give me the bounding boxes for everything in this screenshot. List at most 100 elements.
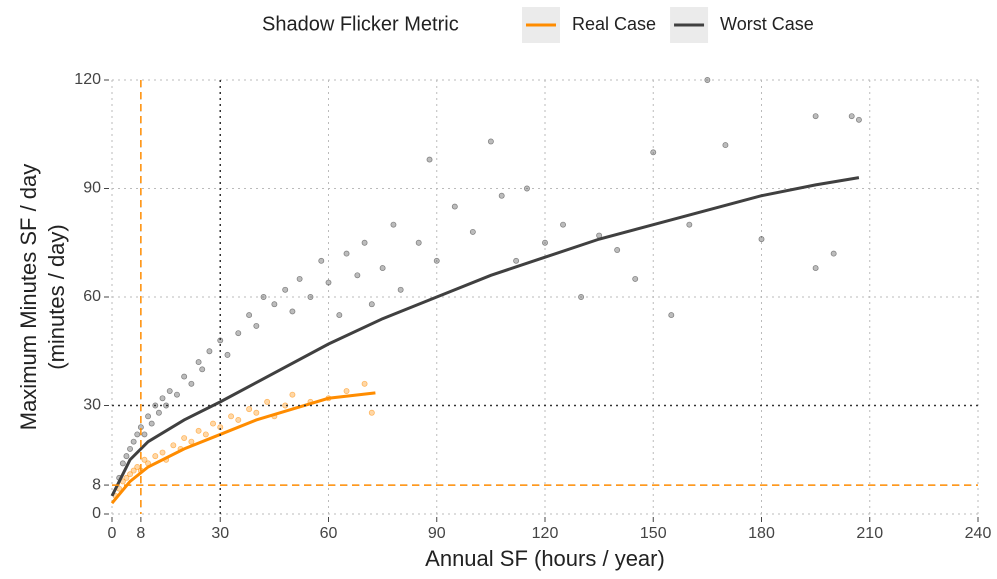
point xyxy=(361,239,368,246)
point xyxy=(397,286,404,293)
point xyxy=(173,391,180,398)
point xyxy=(451,203,458,210)
point xyxy=(578,294,585,300)
y-tick-label: 8 xyxy=(92,476,101,493)
x-tick-label: 210 xyxy=(856,525,883,542)
point xyxy=(361,380,368,387)
point xyxy=(542,239,548,246)
point xyxy=(260,294,267,300)
y-tick-label: 120 xyxy=(74,71,101,88)
point xyxy=(123,474,130,481)
point xyxy=(159,395,166,402)
point xyxy=(228,413,235,420)
point xyxy=(246,312,253,319)
y-axis-label: Maximum Minutes SF / day xyxy=(16,164,41,431)
point xyxy=(181,373,188,380)
point xyxy=(181,435,188,441)
point xyxy=(119,460,126,467)
point xyxy=(141,431,148,438)
point xyxy=(415,239,422,246)
legend-label: Worst Case xyxy=(720,14,814,34)
point xyxy=(368,409,375,416)
point xyxy=(141,456,148,463)
point xyxy=(704,77,711,83)
point xyxy=(426,156,433,163)
point xyxy=(296,275,303,282)
point xyxy=(127,471,133,478)
point xyxy=(307,294,314,300)
trend-line xyxy=(110,176,860,497)
point xyxy=(722,142,729,149)
x-tick-label: 60 xyxy=(320,525,338,542)
point xyxy=(289,391,296,398)
point xyxy=(498,192,505,199)
point xyxy=(433,257,440,264)
y-tick-label: 90 xyxy=(83,180,101,197)
point xyxy=(188,380,195,387)
point xyxy=(848,113,855,120)
legend-title: Shadow Flicker Metric xyxy=(262,13,459,35)
point xyxy=(246,406,253,413)
point xyxy=(379,265,386,272)
point xyxy=(560,221,566,228)
point xyxy=(235,330,242,337)
x-tick-label: 150 xyxy=(640,525,667,542)
x-tick-label: 180 xyxy=(748,525,775,542)
point xyxy=(686,221,693,228)
point xyxy=(202,431,209,438)
point xyxy=(271,301,278,308)
point xyxy=(130,467,137,474)
point xyxy=(195,359,202,366)
x-tick-label: 240 xyxy=(965,525,992,542)
point xyxy=(235,417,242,423)
point xyxy=(253,409,260,416)
point xyxy=(614,247,621,253)
point xyxy=(758,236,765,243)
point xyxy=(325,279,332,286)
point xyxy=(253,322,260,329)
x-tick-label: 90 xyxy=(428,525,446,542)
x-tick-label: 30 xyxy=(211,525,229,542)
y-tick-label: 30 xyxy=(83,397,101,414)
point xyxy=(148,420,155,427)
point xyxy=(206,348,213,355)
point xyxy=(195,427,202,434)
point xyxy=(217,337,224,344)
point xyxy=(264,398,271,405)
point xyxy=(812,113,819,120)
point xyxy=(134,464,141,470)
x-axis-label: Annual SF (hours / year) xyxy=(425,546,665,571)
point xyxy=(166,388,173,394)
y-tick-label: 0 xyxy=(92,505,101,522)
point xyxy=(343,250,350,257)
point xyxy=(318,257,325,264)
point xyxy=(632,275,639,282)
point xyxy=(152,453,159,460)
point xyxy=(812,265,819,272)
point xyxy=(668,312,675,319)
x-tick-label: 120 xyxy=(532,525,559,542)
x-tick-label: 0 xyxy=(108,525,117,542)
point xyxy=(650,149,657,156)
point xyxy=(469,228,476,235)
point xyxy=(289,308,296,315)
point xyxy=(343,388,350,394)
point xyxy=(830,250,837,257)
point xyxy=(390,221,397,228)
point xyxy=(282,286,289,293)
point xyxy=(188,438,195,445)
point xyxy=(199,366,206,373)
point xyxy=(127,445,133,452)
point xyxy=(487,138,494,145)
trend-line xyxy=(110,391,376,505)
point xyxy=(524,185,530,192)
point xyxy=(123,453,130,460)
point xyxy=(170,442,177,449)
point xyxy=(134,431,141,438)
legend-label: Real Case xyxy=(572,14,656,34)
y-axis-label: (minutes / day) xyxy=(44,224,69,370)
point xyxy=(368,301,375,308)
point xyxy=(130,438,137,445)
y-tick-label: 60 xyxy=(83,288,101,305)
